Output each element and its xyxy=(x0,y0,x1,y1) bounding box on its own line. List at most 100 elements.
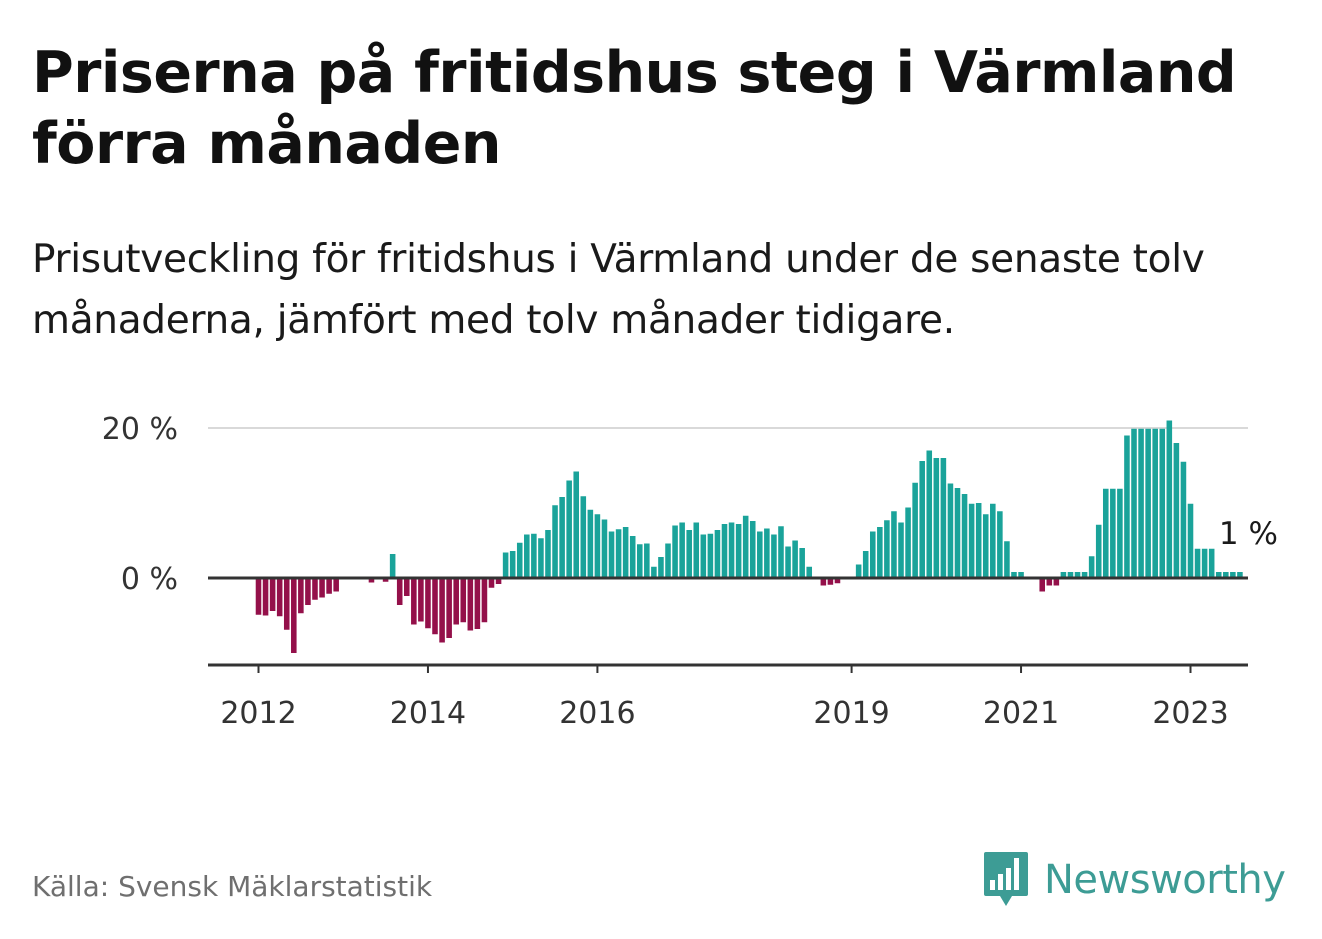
bar xyxy=(291,578,297,653)
chart-title: Priserna på fritidshus steg i Värmland f… xyxy=(32,38,1302,180)
bar xyxy=(460,578,466,622)
bar xyxy=(969,504,975,578)
bar xyxy=(934,458,940,578)
bar xyxy=(1004,541,1010,578)
bar xyxy=(750,521,756,578)
bar xyxy=(722,524,728,578)
bar xyxy=(602,520,608,579)
bar xyxy=(397,578,403,605)
bar xyxy=(538,538,544,578)
bar xyxy=(679,523,685,579)
chart-subtitle: Prisutveckling för fritidshus i Värmland… xyxy=(32,229,1302,351)
bar xyxy=(644,544,650,579)
bar xyxy=(672,526,678,579)
bar xyxy=(905,508,911,579)
x-tick-label: 2019 xyxy=(813,696,889,731)
bar xyxy=(510,551,516,578)
bar-chart-speech-bubble-icon xyxy=(982,850,1030,910)
bar xyxy=(439,578,445,643)
bar xyxy=(919,461,925,578)
last-value-label: 1 % xyxy=(1219,516,1278,552)
bar xyxy=(1039,578,1045,592)
bar xyxy=(1174,443,1180,578)
bar xyxy=(312,578,318,600)
bar xyxy=(637,544,643,578)
bar xyxy=(785,547,791,579)
bar xyxy=(990,504,996,578)
bar xyxy=(884,520,890,578)
newsworthy-logo: Newsworthy xyxy=(982,848,1285,912)
bar xyxy=(1089,556,1095,578)
bar xyxy=(912,483,918,578)
bar xyxy=(552,505,558,578)
bar xyxy=(446,578,452,638)
bar xyxy=(701,535,707,579)
x-tick-label: 2014 xyxy=(390,696,466,731)
bar xyxy=(1110,489,1116,578)
bar xyxy=(475,578,481,629)
bar xyxy=(1145,429,1151,578)
brand-name: Newsworthy xyxy=(1044,857,1285,903)
bar xyxy=(263,578,269,616)
bar xyxy=(298,578,304,613)
x-tick-label: 2012 xyxy=(220,696,296,731)
bar xyxy=(581,496,587,578)
bar xyxy=(404,578,410,596)
x-tick-label: 2016 xyxy=(559,696,635,731)
bar xyxy=(764,529,770,579)
bar xyxy=(870,532,876,579)
bar xyxy=(609,532,615,579)
bar xyxy=(573,472,579,579)
bar xyxy=(559,497,565,578)
bar xyxy=(806,567,812,578)
bar xyxy=(503,553,509,579)
bar xyxy=(997,511,1003,578)
bar xyxy=(962,494,968,578)
bar-layer xyxy=(256,421,1243,654)
bar xyxy=(616,529,622,578)
bar xyxy=(333,578,339,592)
bar xyxy=(1209,549,1215,578)
bar xyxy=(411,578,417,625)
bar xyxy=(715,530,721,578)
bar xyxy=(432,578,438,634)
bar xyxy=(743,516,749,578)
bar xyxy=(256,578,262,615)
bar xyxy=(955,488,961,578)
bar xyxy=(863,551,869,578)
bar xyxy=(771,535,777,579)
y-tick-label: 0 % xyxy=(121,562,178,597)
bar xyxy=(425,578,431,628)
bar xyxy=(1124,436,1130,579)
bar xyxy=(1096,525,1102,578)
bar xyxy=(948,484,954,579)
bar xyxy=(390,554,396,578)
bar xyxy=(1202,549,1208,578)
y-tick-label: 20 % xyxy=(102,412,178,447)
bar xyxy=(693,523,699,579)
bar xyxy=(708,534,714,578)
bar xyxy=(595,514,601,578)
bar xyxy=(1159,429,1165,578)
bar xyxy=(799,548,805,578)
bar xyxy=(277,578,283,616)
bar xyxy=(651,567,657,578)
bar xyxy=(524,535,530,579)
bar xyxy=(418,578,424,622)
source-note: Källa: Svensk Mäklarstatistik xyxy=(32,870,432,903)
bar xyxy=(1131,429,1137,578)
bar xyxy=(1152,429,1158,578)
x-tick-label: 2021 xyxy=(983,696,1059,731)
bar xyxy=(468,578,474,631)
bar xyxy=(623,527,629,578)
bar xyxy=(665,544,671,579)
x-tick-label: 2023 xyxy=(1152,696,1228,731)
bar xyxy=(891,511,897,578)
bar xyxy=(270,578,276,611)
bar xyxy=(757,532,763,579)
bar xyxy=(877,527,883,578)
bar xyxy=(736,524,742,578)
bar xyxy=(545,530,551,578)
bar xyxy=(1117,489,1123,578)
bar xyxy=(729,523,735,579)
